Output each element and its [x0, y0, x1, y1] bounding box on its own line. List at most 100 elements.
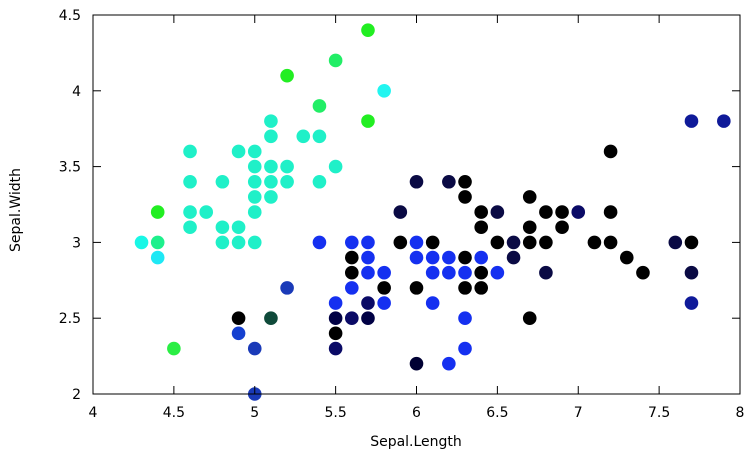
data-point	[409, 174, 424, 189]
data-point	[603, 144, 618, 159]
data-point	[345, 281, 359, 295]
y-tick-label: 4	[72, 84, 81, 100]
data-point	[474, 265, 489, 280]
data-point	[458, 190, 472, 204]
data-point	[603, 235, 618, 250]
data-point	[636, 265, 650, 280]
data-point	[425, 235, 440, 250]
data-point	[150, 250, 165, 265]
data-point	[167, 341, 181, 356]
data-point	[425, 265, 440, 280]
data-point	[490, 205, 505, 219]
data-point	[506, 250, 521, 265]
data-point	[328, 341, 343, 356]
x-tick-label: 8	[736, 405, 745, 421]
data-point	[264, 159, 278, 174]
data-point	[264, 174, 278, 189]
data-point	[555, 205, 569, 219]
data-point	[571, 205, 586, 219]
data-point	[134, 235, 149, 250]
data-point	[150, 205, 165, 219]
data-point	[539, 265, 553, 280]
data-point	[247, 159, 262, 174]
data-point	[717, 114, 731, 128]
data-point	[264, 190, 278, 204]
data-point	[555, 220, 569, 235]
data-point	[183, 144, 197, 159]
data-point	[264, 129, 278, 144]
data-point	[345, 250, 359, 265]
data-points	[134, 23, 731, 401]
plot-frame	[92, 14, 741, 395]
y-tick-label: 2	[72, 387, 81, 403]
data-point	[215, 235, 230, 250]
data-point	[425, 250, 440, 265]
data-point	[393, 235, 408, 250]
data-point	[328, 53, 343, 68]
y-tick-label: 3.5	[59, 160, 81, 176]
data-point	[458, 250, 472, 265]
data-point	[442, 265, 456, 280]
data-point	[684, 114, 699, 128]
data-point	[377, 84, 391, 98]
data-point	[458, 265, 472, 280]
data-point	[490, 265, 505, 280]
y-tick-label: 3	[72, 235, 81, 251]
data-point	[490, 235, 505, 250]
data-point	[150, 235, 165, 250]
data-point	[183, 205, 197, 219]
data-point	[199, 205, 214, 219]
data-point	[312, 99, 327, 113]
data-point	[377, 281, 391, 295]
data-point	[345, 235, 359, 250]
data-point	[393, 205, 408, 219]
data-point	[231, 311, 246, 326]
data-point	[345, 265, 359, 280]
x-tick-label: 6.5	[486, 405, 508, 421]
data-point	[215, 220, 230, 235]
data-point	[312, 235, 327, 250]
data-point	[442, 250, 456, 265]
x-tick-label: 7.5	[648, 405, 670, 421]
data-point	[539, 235, 553, 250]
data-point	[296, 129, 311, 144]
data-point	[474, 250, 489, 265]
data-point	[522, 311, 537, 326]
data-point	[377, 296, 391, 310]
data-point	[361, 250, 375, 265]
data-point	[409, 356, 424, 371]
data-point	[361, 23, 375, 37]
data-point	[474, 220, 489, 235]
data-point	[247, 235, 262, 250]
data-point	[603, 205, 618, 219]
data-point	[247, 190, 262, 204]
x-tick-label: 4.5	[163, 405, 185, 421]
data-point	[668, 235, 683, 250]
data-point	[684, 235, 699, 250]
data-point	[264, 311, 278, 326]
data-point	[409, 250, 424, 265]
data-point	[264, 114, 278, 128]
data-point	[458, 311, 472, 326]
data-point	[231, 326, 246, 341]
axes: 4 4.5 5 5.5 6 6.5 7 7.5 8 2 2.5 3 3.5 4 4.5	[59, 8, 745, 421]
x-tick-label: 7	[574, 405, 583, 421]
data-point	[458, 341, 472, 356]
data-point	[183, 174, 197, 189]
data-point	[539, 205, 553, 219]
data-point	[247, 174, 262, 189]
x-tick-label: 5.5	[324, 405, 346, 421]
data-point	[474, 281, 489, 295]
data-point	[442, 356, 456, 371]
data-point	[361, 235, 375, 250]
data-point	[312, 129, 327, 144]
data-point	[587, 235, 602, 250]
data-point	[280, 68, 294, 83]
data-point	[280, 159, 294, 174]
data-point	[361, 265, 375, 280]
x-tick-label: 5	[250, 405, 259, 421]
data-point	[231, 220, 246, 235]
data-point	[328, 311, 343, 326]
y-tick-label: 2.5	[59, 311, 81, 327]
